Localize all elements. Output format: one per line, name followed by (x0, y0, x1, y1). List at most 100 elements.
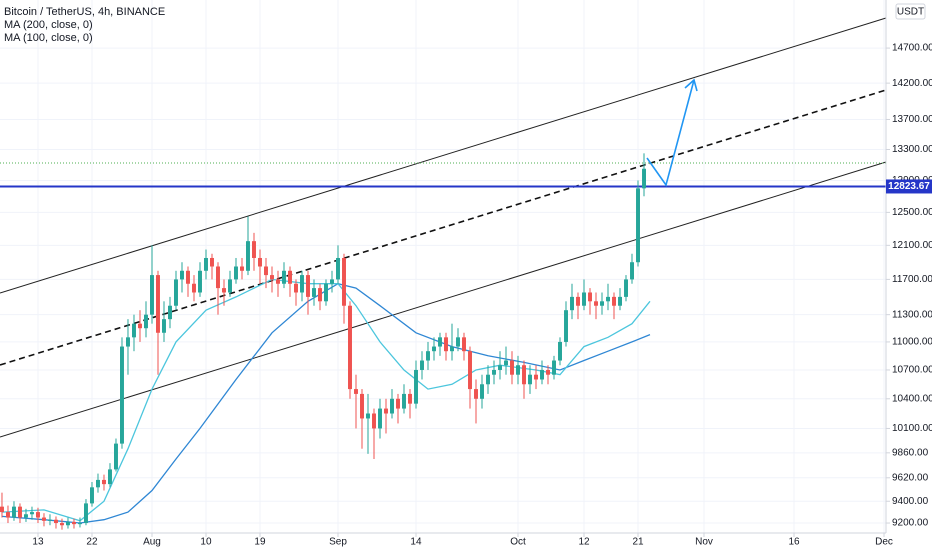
candle-body (450, 346, 454, 352)
candle-body (276, 279, 280, 284)
candle-body (384, 408, 388, 414)
candle-body (6, 512, 10, 518)
x-tick-label: 10 (200, 537, 212, 548)
candle-body (186, 270, 190, 284)
candle-body (564, 310, 568, 342)
candle-body (462, 337, 466, 352)
currency-button[interactable] (895, 3, 926, 20)
candle-body (558, 341, 562, 361)
candle-body (156, 275, 160, 333)
candle-body (504, 360, 508, 366)
candle-body (354, 389, 358, 394)
candles (0, 153, 646, 530)
candle-body (576, 296, 580, 306)
ma-line (1, 278, 651, 522)
arrow-head (684, 78, 698, 92)
candle-body (420, 360, 424, 370)
candle-body (168, 305, 172, 320)
candle-body (624, 279, 628, 297)
candle-body (348, 305, 352, 390)
candle-body (414, 369, 418, 404)
forecast-arrow (646, 78, 698, 187)
x-tick-label: 22 (86, 537, 98, 548)
candle-body (144, 314, 148, 329)
candle-body (546, 369, 550, 375)
channel-lower (0, 161, 887, 438)
candle-body (42, 517, 46, 521)
candle-body (636, 188, 640, 263)
y-tick-label: 11300.00 (892, 309, 932, 320)
candle-body (120, 346, 124, 444)
price-label: 12823.67 (888, 181, 930, 192)
candle-body (54, 519, 58, 524)
candle-body (96, 479, 100, 488)
candle-body (30, 512, 34, 515)
candle-body (258, 257, 262, 267)
candle-body (114, 443, 118, 470)
candle-body (612, 296, 616, 306)
chart-title: Bitcoin / TetherUS, 4h, BINANCE (4, 6, 165, 18)
candle-body (36, 512, 40, 518)
candle-body (240, 266, 244, 271)
candle-body (198, 270, 202, 293)
y-tick-label: 10100.00 (892, 423, 932, 434)
candle-body (18, 506, 22, 518)
candle-body (360, 393, 364, 419)
x-tick-label: Dec (875, 537, 893, 548)
x-tick-label: 12 (578, 537, 590, 548)
candle-body (642, 168, 646, 189)
candle-body (486, 374, 490, 385)
candle-body (126, 337, 130, 347)
candle-body (468, 351, 472, 390)
candle-body (306, 275, 310, 297)
candle-body (162, 319, 166, 333)
y-tick-label: 14200.00 (892, 78, 932, 89)
x-tick-label: Oct (510, 537, 526, 548)
x-tick-label: 21 (632, 537, 644, 548)
candle-body (456, 337, 460, 347)
candle-body (24, 514, 28, 518)
candle-body (444, 337, 448, 352)
currency-label[interactable]: USDT (897, 7, 924, 18)
candle-body (72, 521, 76, 525)
candle-body (378, 408, 382, 429)
candle-body (222, 288, 226, 293)
candle-body (216, 266, 220, 289)
candle-body (588, 292, 592, 302)
candle-body (288, 270, 292, 284)
candle-body (396, 398, 400, 409)
candle-body (150, 275, 154, 315)
candle-body (174, 279, 178, 306)
candle-body (606, 296, 610, 302)
y-tick-label: 11000.00 (892, 337, 932, 348)
candle-body (84, 503, 88, 524)
price-label-box (886, 179, 932, 194)
x-tick-label: 16 (788, 537, 800, 548)
candle-body (234, 266, 238, 280)
y-tick-label: 10700.00 (892, 365, 932, 376)
candle-body (132, 323, 136, 338)
candle-body (336, 257, 340, 280)
y-tick-label: 9200.00 (892, 518, 929, 529)
candle-body (0, 506, 4, 513)
y-tick-label: 12100.00 (892, 240, 932, 251)
candle-body (324, 283, 328, 302)
candle-body (582, 292, 586, 306)
x-tick-label: 19 (254, 537, 266, 548)
candle-body (630, 262, 634, 280)
candle-body (408, 393, 412, 404)
candle-body (264, 266, 268, 276)
candle-body (90, 487, 94, 504)
candle-body (108, 469, 112, 485)
candle-body (300, 275, 304, 293)
y-tick-label: 10400.00 (892, 393, 932, 404)
y-tick-label: 13700.00 (892, 114, 932, 125)
candle-body (432, 346, 436, 352)
candle-body (330, 279, 334, 284)
legend-entry: MA (200, close, 0) (4, 19, 93, 31)
y-tick-label: 9400.00 (892, 496, 929, 507)
candle-body (312, 288, 316, 297)
candle-body (480, 384, 484, 399)
x-tick-label: 13 (32, 537, 44, 548)
